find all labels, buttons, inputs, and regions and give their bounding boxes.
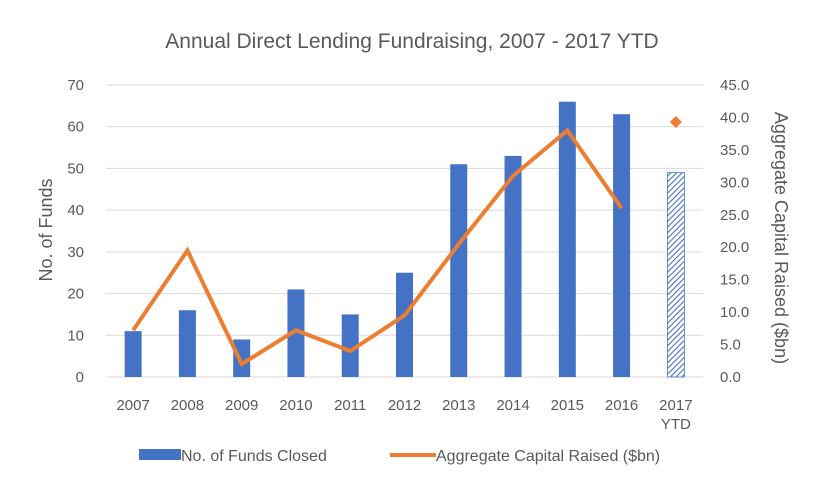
bar xyxy=(341,314,359,377)
ytd-diamond-marker xyxy=(669,115,682,128)
x-tick-label: 2009 xyxy=(225,397,258,414)
capital-line xyxy=(131,127,624,367)
x-tick-label: 2011 xyxy=(334,397,366,414)
x-tick-label: 2016 xyxy=(605,397,638,414)
bar xyxy=(666,172,685,378)
x-tick-label: YTD xyxy=(661,416,691,433)
right-tick-label: 0.0 xyxy=(720,369,741,386)
x-tick-label: 2008 xyxy=(171,397,204,414)
bar xyxy=(233,339,251,377)
chart-title: Annual Direct Lending Fundraising, 2007 … xyxy=(165,30,658,53)
bar xyxy=(178,310,196,377)
left-tick-label: 40 xyxy=(67,202,84,219)
left-tick-label: 20 xyxy=(67,286,84,303)
bar xyxy=(613,114,631,377)
left-axis-ticks: 0 10 20 30 40 50 60 70 xyxy=(67,77,84,386)
legend-label-capital: Aggregate Capital Raised ($bn) xyxy=(436,448,660,465)
x-tick-label: 2012 xyxy=(388,397,421,414)
right-axis-ticks: 0.0 5.0 10.0 15.0 20.0 25.0 30.0 35.0 40.0 45.0 xyxy=(720,77,749,386)
x-tick-label: 2017 xyxy=(659,397,692,414)
left-axis-title: No. of Funds xyxy=(36,178,56,281)
left-tick-label: 50 xyxy=(67,160,84,177)
bar xyxy=(124,331,142,377)
left-tick-label: 60 xyxy=(67,119,84,136)
bar-series xyxy=(124,101,685,378)
legend: No. of Funds Closed Aggregate Capital Ra… xyxy=(139,448,660,465)
right-axis-title: Aggregate Capital Raised ($bn) xyxy=(771,112,791,364)
right-tick-label: 20.0 xyxy=(720,239,749,256)
right-tick-label: 35.0 xyxy=(720,142,749,159)
x-tick-label: 2010 xyxy=(279,397,312,414)
left-tick-label: 70 xyxy=(67,77,84,94)
right-tick-label: 40.0 xyxy=(720,109,749,126)
right-tick-label: 5.0 xyxy=(720,337,741,354)
x-tick-label: 2015 xyxy=(551,397,584,414)
bar xyxy=(287,289,305,377)
left-tick-label: 30 xyxy=(67,244,84,261)
x-axis-ticks: 2007 2008 2009 2010 2011 2012 2013 2014 2015 2016… xyxy=(116,397,692,433)
right-tick-label: 30.0 xyxy=(720,174,749,191)
left-tick-label: 0 xyxy=(76,369,84,386)
right-tick-label: 10.0 xyxy=(720,304,749,321)
x-tick-label: 2013 xyxy=(442,397,475,414)
bar xyxy=(396,272,413,377)
legend-swatch-funds xyxy=(139,449,181,460)
right-tick-label: 45.0 xyxy=(720,77,749,94)
right-tick-label: 15.0 xyxy=(720,272,749,289)
line-series xyxy=(131,115,682,367)
left-tick-label: 10 xyxy=(67,327,84,344)
bar xyxy=(504,155,522,377)
bar xyxy=(450,164,468,377)
x-tick-label: 2007 xyxy=(116,397,149,414)
right-tick-label: 25.0 xyxy=(720,207,749,224)
legend-label-funds: No. of Funds Closed xyxy=(181,448,327,465)
bar xyxy=(558,101,576,377)
x-tick-label: 2014 xyxy=(496,397,529,414)
